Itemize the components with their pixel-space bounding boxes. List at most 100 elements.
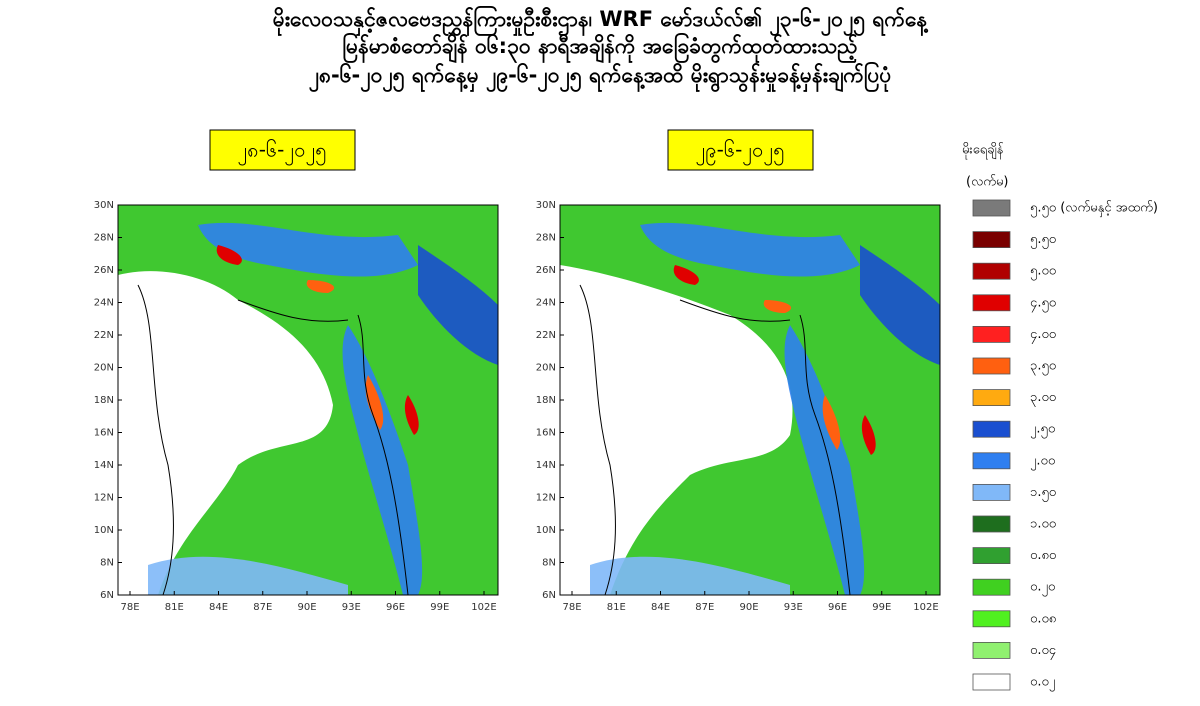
lat-tick-label: 24N bbox=[94, 298, 114, 309]
heavy-rain-area bbox=[784, 325, 865, 595]
lat-tick-label: 22N bbox=[94, 330, 114, 341]
legend-label: ၀.၀၄ bbox=[1030, 643, 1057, 660]
lat-tick-label: 6N bbox=[542, 590, 556, 601]
lon-tick-label: 84E bbox=[209, 602, 228, 613]
lat-tick-label: 12N bbox=[536, 493, 556, 504]
lat-tick-label: 14N bbox=[94, 460, 114, 471]
lon-tick-label: 102E bbox=[913, 602, 938, 613]
heavy-rain-area bbox=[342, 325, 423, 595]
legend-label: ၂.၀၀ bbox=[1030, 453, 1055, 470]
lat-tick-label: 30N bbox=[94, 200, 114, 211]
lat-tick-label: 28N bbox=[94, 233, 114, 244]
legend-swatch bbox=[972, 547, 1011, 564]
lat-tick-label: 28N bbox=[536, 233, 556, 244]
legend-swatch bbox=[972, 325, 1011, 343]
heavy-rain-area bbox=[860, 245, 940, 365]
heavy-rain-area bbox=[418, 245, 498, 365]
heavy-rain-area bbox=[590, 556, 790, 595]
legend-label: ၀.၈၀ bbox=[1030, 548, 1056, 563]
legend-label: ၃.၀၀ bbox=[1030, 390, 1056, 407]
very-heavy-rain-area bbox=[404, 395, 419, 435]
very-heavy-rain-area bbox=[216, 245, 242, 265]
lat-tick-label: 16N bbox=[94, 428, 114, 439]
very-heavy-rain-area bbox=[822, 395, 841, 450]
heavy-rain-area bbox=[148, 556, 348, 595]
lat-tick-label: 26N bbox=[536, 265, 556, 276]
legend-swatch bbox=[972, 578, 1011, 596]
very-heavy-rain-area bbox=[306, 280, 335, 293]
map-panel: 30N 28N 26N 24N 22N 20N 18N 16N 14N 12N 10N 8N 6N 78E… bbox=[94, 200, 499, 613]
lat-tick-label: 14N bbox=[536, 460, 556, 471]
lon-tick-label: 87E bbox=[695, 602, 714, 613]
coastline bbox=[579, 284, 851, 595]
lat-tick-label: 20N bbox=[536, 363, 556, 374]
legend-swatch bbox=[972, 483, 1011, 501]
lon-tick-label: 78E bbox=[120, 602, 139, 613]
dry-area bbox=[118, 271, 333, 595]
lon-tick-label: 96E bbox=[386, 602, 405, 613]
lat-tick-label: 18N bbox=[94, 395, 114, 406]
very-heavy-rain-area bbox=[365, 375, 384, 430]
lat-tick-label: 20N bbox=[94, 363, 114, 374]
legend-label: ၀.၂၀ bbox=[1030, 580, 1055, 597]
legend-swatch bbox=[972, 199, 1011, 217]
map-field bbox=[560, 205, 940, 595]
panel-label: ၂၉-၆-၂၀၂၅ bbox=[696, 138, 785, 166]
legend-label: ၁.၀၀ bbox=[1030, 517, 1056, 532]
lat-tick-label: 24N bbox=[536, 298, 556, 309]
lon-tick-label: 102E bbox=[471, 602, 496, 613]
dry-area bbox=[560, 265, 793, 595]
lon-tick-label: 99E bbox=[430, 602, 449, 613]
legend-swatch bbox=[972, 231, 1011, 249]
lat-tick-label: 18N bbox=[536, 395, 556, 406]
lon-tick-label: 93E bbox=[342, 602, 361, 613]
lat-tick-label: 12N bbox=[94, 493, 114, 504]
legend-title: မိုးရေချိန် bbox=[962, 142, 1004, 160]
legend-label: ၁.၅၀ bbox=[1030, 485, 1056, 502]
lon-tick-label: 81E bbox=[607, 602, 626, 613]
map-field bbox=[118, 205, 498, 595]
legend-swatch bbox=[972, 389, 1011, 407]
legend-label: ၅.၅၀ (လက်မနှင့် အထက်) bbox=[1030, 200, 1158, 218]
legend-swatch bbox=[972, 610, 1011, 628]
lon-tick-label: 81E bbox=[165, 602, 184, 613]
legend-label: ၄.၅၀ bbox=[1030, 295, 1056, 312]
legend-swatch bbox=[972, 452, 1011, 470]
panel-label-box bbox=[209, 129, 356, 171]
very-heavy-rain-area bbox=[763, 300, 792, 313]
legend-unit: (လက်မ) bbox=[966, 174, 1008, 190]
lat-tick-label: 22N bbox=[536, 330, 556, 341]
lon-tick-label: 84E bbox=[651, 602, 670, 613]
lat-tick-label: 16N bbox=[536, 428, 556, 439]
legend-label: ၅.၅၀ bbox=[1030, 232, 1056, 249]
legend-swatch bbox=[972, 357, 1011, 375]
lon-tick-label: 99E bbox=[872, 602, 891, 613]
lat-tick-label: 6N bbox=[100, 590, 114, 601]
coastline bbox=[137, 284, 409, 595]
panel-label: ၂၈-၆-၂၀၂၅ bbox=[237, 138, 326, 166]
lon-tick-label: 90E bbox=[739, 602, 758, 613]
heavy-rain-area bbox=[198, 222, 418, 277]
lon-tick-label: 96E bbox=[828, 602, 847, 613]
legend-label: ၃.၅၀ bbox=[1030, 359, 1056, 376]
legend-swatch bbox=[972, 515, 1011, 533]
lat-tick-label: 10N bbox=[536, 525, 556, 536]
lat-tick-label: 8N bbox=[100, 558, 114, 569]
legend-swatch bbox=[972, 420, 1011, 438]
lon-tick-label: 90E bbox=[297, 602, 316, 613]
legend-swatch bbox=[972, 262, 1011, 280]
lat-tick-label: 8N bbox=[542, 558, 556, 569]
map-panel: 30N 28N 26N 24N 22N 20N 18N 16N 14N 12N 10N 8N 6N 78E… bbox=[536, 200, 941, 613]
lat-tick-label: 26N bbox=[94, 265, 114, 276]
panel-label-box bbox=[667, 129, 814, 171]
lon-tick-label: 78E bbox=[562, 602, 581, 613]
lat-tick-label: 30N bbox=[536, 200, 556, 211]
legend-label: ၀.၀၂ bbox=[1030, 675, 1055, 692]
very-heavy-rain-area bbox=[861, 415, 876, 455]
heavy-rain-area bbox=[640, 222, 860, 277]
very-heavy-rain-area bbox=[673, 265, 699, 285]
lon-tick-label: 87E bbox=[253, 602, 272, 613]
legend-label: ၄.၀၀ bbox=[1030, 327, 1056, 344]
lat-tick-label: 10N bbox=[94, 525, 114, 536]
